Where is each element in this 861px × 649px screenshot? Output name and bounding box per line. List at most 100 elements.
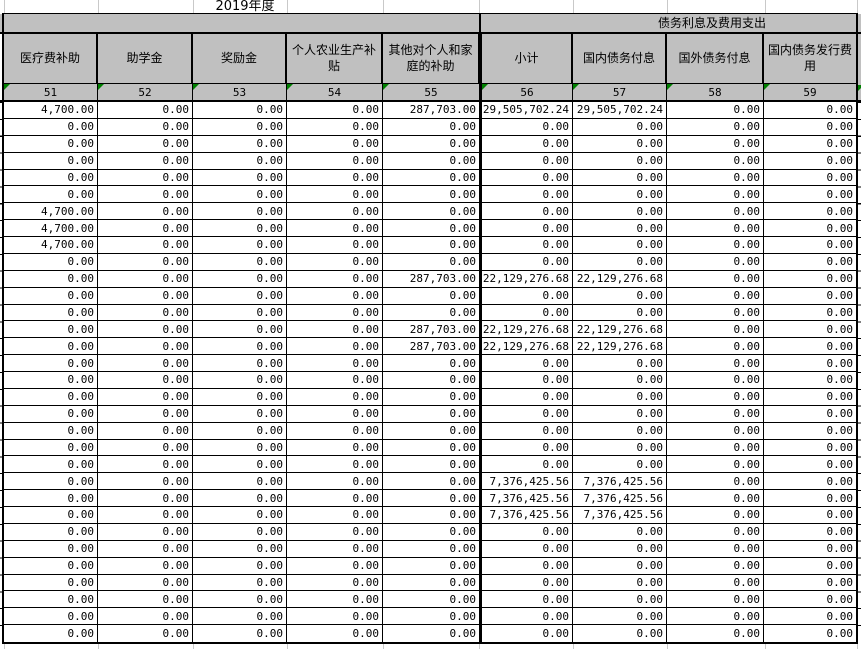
data-cell[interactable]: 0.00: [573, 169, 667, 187]
data-cell[interactable]: 0.00: [764, 473, 856, 491]
data-cell[interactable]: 0.00: [480, 186, 573, 204]
data-cell[interactable]: 0.00: [480, 591, 573, 609]
data-cell[interactable]: 0.00: [287, 625, 383, 642]
data-cell[interactable]: 0.00: [193, 473, 287, 491]
column-header[interactable]: 个人农业生产补贴: [287, 34, 383, 83]
data-cell[interactable]: 0.00: [193, 490, 287, 507]
data-cell[interactable]: 0.00: [4, 540, 98, 558]
data-cell[interactable]: 0.00: [4, 186, 98, 204]
data-cell[interactable]: 0.00: [4, 473, 98, 491]
data-cell[interactable]: 0.00: [667, 490, 764, 507]
data-cell[interactable]: 0.00: [4, 405, 98, 423]
data-cell[interactable]: 0.00: [764, 372, 856, 389]
data-cell[interactable]: 0.00: [480, 287, 573, 305]
data-cell[interactable]: 0.00: [667, 186, 764, 204]
data-cell[interactable]: 0.00: [764, 203, 856, 221]
data-cell[interactable]: 0.00: [4, 253, 98, 271]
data-cell[interactable]: 0.00: [667, 422, 764, 440]
column-header[interactable]: 医疗费补助: [4, 34, 98, 83]
data-cell[interactable]: 0.00: [764, 388, 856, 406]
column-code-cell[interactable]: 59: [764, 84, 856, 100]
data-cell[interactable]: 0.00: [4, 321, 98, 339]
data-cell[interactable]: 0.00: [383, 540, 480, 558]
data-cell[interactable]: 0.00: [193, 203, 287, 221]
data-cell[interactable]: 0.00: [4, 625, 98, 642]
column-header[interactable]: 助学金: [98, 34, 193, 83]
data-cell[interactable]: 0.00: [98, 321, 193, 339]
data-cell[interactable]: 0.00: [764, 625, 856, 642]
data-cell[interactable]: 0.00: [667, 591, 764, 609]
data-cell[interactable]: 0.00: [383, 456, 480, 474]
data-cell[interactable]: 0.00: [764, 523, 856, 541]
data-cell[interactable]: 0.00: [573, 456, 667, 474]
data-cell[interactable]: 0.00: [667, 321, 764, 339]
data-cell[interactable]: 0.00: [4, 270, 98, 288]
data-cell[interactable]: 0.00: [667, 388, 764, 406]
data-cell[interactable]: 0.00: [480, 253, 573, 271]
data-cell[interactable]: 0.00: [98, 557, 193, 575]
data-cell[interactable]: 0.00: [480, 135, 573, 153]
data-cell[interactable]: 0.00: [98, 591, 193, 609]
data-cell[interactable]: 0.00: [667, 102, 764, 119]
data-cell[interactable]: 0.00: [573, 557, 667, 575]
data-cell[interactable]: 0.00: [383, 490, 480, 507]
data-cell[interactable]: 0.00: [764, 439, 856, 457]
column-code-cell[interactable]: 52: [98, 84, 193, 100]
data-cell[interactable]: 0.00: [193, 102, 287, 119]
data-cell[interactable]: 0.00: [193, 338, 287, 356]
data-cell[interactable]: 0.00: [193, 388, 287, 406]
data-cell[interactable]: 0.00: [480, 405, 573, 423]
data-cell[interactable]: 0.00: [98, 388, 193, 406]
data-cell[interactable]: 0.00: [287, 338, 383, 356]
data-cell[interactable]: 0.00: [193, 523, 287, 541]
data-cell[interactable]: 0.00: [764, 118, 856, 136]
data-cell[interactable]: 0.00: [480, 388, 573, 406]
data-cell[interactable]: 0.00: [480, 304, 573, 322]
data-cell[interactable]: 0.00: [4, 372, 98, 389]
data-cell[interactable]: 0.00: [4, 507, 98, 524]
column-header[interactable]: 国内债务付息: [573, 34, 667, 83]
data-cell[interactable]: 0.00: [98, 540, 193, 558]
column-code-cell[interactable]: 53: [193, 84, 287, 100]
data-cell[interactable]: 22,129,276.68: [480, 338, 573, 356]
data-cell[interactable]: 0.00: [193, 220, 287, 237]
data-cell[interactable]: 0.00: [98, 237, 193, 254]
data-cell[interactable]: 0.00: [193, 186, 287, 204]
data-cell[interactable]: 0.00: [98, 355, 193, 372]
data-cell[interactable]: 0.00: [480, 203, 573, 221]
data-cell[interactable]: 0.00: [193, 304, 287, 322]
data-cell[interactable]: 0.00: [383, 625, 480, 642]
data-cell[interactable]: 0.00: [98, 338, 193, 356]
data-cell[interactable]: 0.00: [4, 338, 98, 356]
data-cell[interactable]: 0.00: [287, 422, 383, 440]
data-cell[interactable]: 0.00: [4, 287, 98, 305]
data-cell[interactable]: 0.00: [667, 338, 764, 356]
data-cell[interactable]: 0.00: [480, 220, 573, 237]
data-cell[interactable]: 0.00: [98, 625, 193, 642]
data-cell[interactable]: 0.00: [193, 355, 287, 372]
data-cell[interactable]: 7,376,425.56: [573, 507, 667, 524]
data-cell[interactable]: 0.00: [98, 270, 193, 288]
data-cell[interactable]: 0.00: [287, 152, 383, 170]
data-cell[interactable]: 0.00: [383, 439, 480, 457]
data-cell[interactable]: 0.00: [193, 625, 287, 642]
year-title-cell[interactable]: 2019年度: [215, 0, 275, 14]
data-cell[interactable]: 0.00: [98, 523, 193, 541]
data-cell[interactable]: 0.00: [383, 220, 480, 237]
data-cell[interactable]: 0.00: [573, 152, 667, 170]
data-cell[interactable]: 0.00: [667, 237, 764, 254]
data-cell[interactable]: 0.00: [98, 456, 193, 474]
data-cell[interactable]: 0.00: [98, 372, 193, 389]
data-cell[interactable]: 0.00: [667, 405, 764, 423]
column-header[interactable]: 其他对个人和家庭的补助: [383, 34, 480, 83]
data-cell[interactable]: 0.00: [573, 625, 667, 642]
data-cell[interactable]: 0.00: [4, 152, 98, 170]
data-cell[interactable]: 0.00: [573, 237, 667, 254]
data-cell[interactable]: 0.00: [287, 540, 383, 558]
data-cell[interactable]: 0.00: [287, 287, 383, 305]
data-cell[interactable]: 0.00: [764, 169, 856, 187]
data-cell[interactable]: 0.00: [573, 439, 667, 457]
column-code-cell[interactable]: 51: [4, 84, 98, 100]
data-cell[interactable]: 0.00: [383, 186, 480, 204]
data-cell[interactable]: 0.00: [287, 355, 383, 372]
